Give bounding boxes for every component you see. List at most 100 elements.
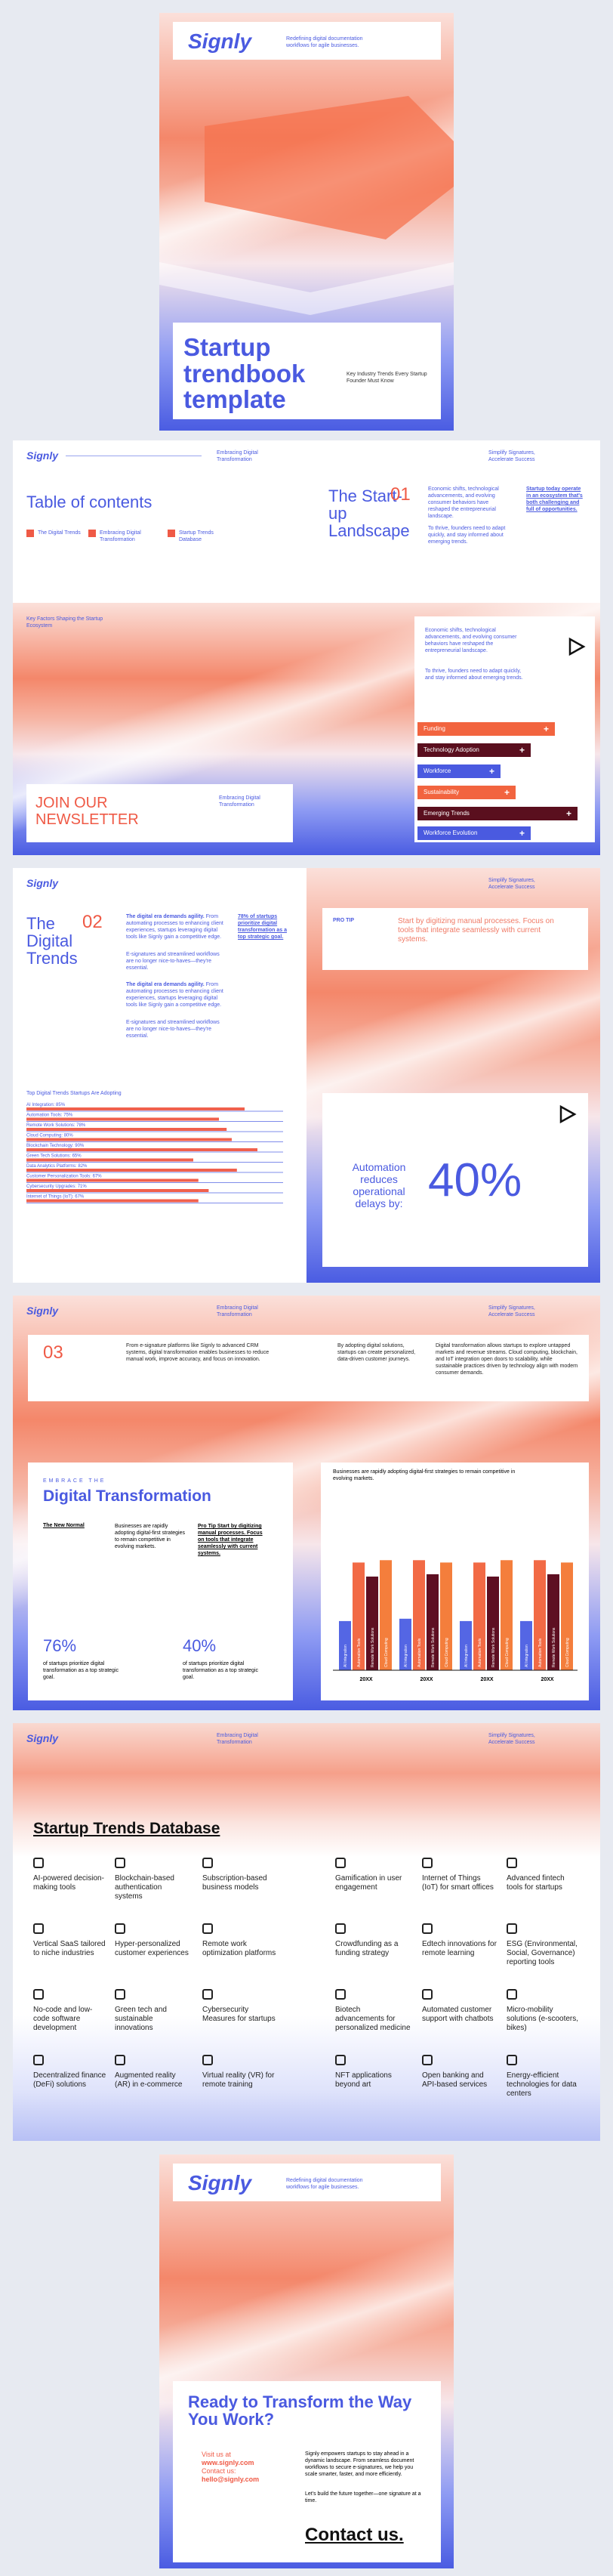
database-item: Open banking and API-based services [422,2071,488,2089]
database-item: Edtech innovations for remote learning [422,1940,497,1957]
series-label: Cloud Computing [445,1638,449,1667]
back-body: Signly empowers startups to stay ahead i… [305,2451,414,2477]
database-icon [202,1858,213,1868]
database-item: Vertical SaaS tailored to niche industri… [33,1940,106,1957]
database-icon [335,1923,346,1934]
toc-item: Embracing Digital Transformation [100,530,141,542]
bar [26,1178,199,1182]
database-icon [115,2055,125,2065]
bar [440,1562,452,1670]
database-item: Subscription-based business models [202,1874,267,1892]
series-label: AI Integration [343,1645,348,1667]
landscape-link: Startup today operate in an ecosystem th… [526,486,583,512]
database-icon [335,2055,346,2065]
bar [473,1562,485,1670]
play-icon [559,1104,577,1124]
lead: The digital era demands agility. [126,914,205,919]
stat-value: 40% [428,1154,522,1206]
play-triangle [559,1104,577,1124]
cover-subtitle: Key Industry Trends Every Startup Founde… [347,372,427,384]
stat-value: 76% [43,1636,77,1655]
series-label: AI Integration [404,1645,408,1667]
database-title: Startup Trends Database [33,1820,220,1837]
factor-button[interactable]: Funding + [417,722,555,736]
factor-button[interactable]: Technology Adoption + [417,743,531,757]
tagline: Redefining digital documentation workflo… [286,2178,363,2190]
plus: + [565,808,571,819]
bar-label: Customer Personalization Tools: 67% [26,1175,102,1179]
database-item: Hyper-personalized customer experiences [115,1940,189,1957]
series-label: Remote Work Solutions [431,1627,436,1667]
header-right: Simplify Signatures, Accelerate Success [488,1305,535,1317]
database-item: Automated customer support with chatbots [422,2006,494,2023]
header-center: Embracing Digital Transformation [217,1733,258,1745]
plus: + [543,724,549,734]
database-icon [115,1989,125,2000]
database-icon [507,1923,517,1934]
cover-art [159,96,454,315]
section-number: 03 [43,1342,63,1363]
database-icon [33,2055,44,2065]
pro-tip-label: PRO TIP [333,918,355,923]
database-item: Gamification in user engagement [335,1874,402,1892]
toc-icon [26,530,34,537]
toc-title: Table of contents [26,493,152,511]
bar [26,1117,219,1121]
database-item: Virtual reality (VR) for remote training [202,2071,275,2089]
contact-cta[interactable]: Contact us. [305,2525,404,2545]
bar [26,1199,199,1203]
back-closing: Let's build the future together—one sign… [305,2491,421,2503]
bar-label: Cloud Computing: 80% [26,1134,73,1138]
play-triangle [568,637,586,656]
factor-button[interactable]: Workforce + [417,764,501,778]
spread-digital-trends: Signly Simplify Signatures, Accelerate S… [13,868,600,1283]
database-item: Green tech and sustainable innovations [115,2006,167,2032]
toc-icon [168,530,175,537]
key-factors-heading: Key Factors Shaping the Startup Ecosyste… [26,616,103,629]
factors-text: To thrive, founders need to adapt quickl… [425,669,523,681]
landscape-text: Economic shifts, technological advanceme… [428,486,499,519]
bar [26,1107,245,1110]
header-right: Simplify Signatures, Accelerate Success [488,878,535,890]
logo: Signly [188,29,252,53]
header-right: Simplify Signatures, Accelerate Success [488,1733,535,1745]
bar-label: Internet of Things (IoT): 67% [26,1195,85,1200]
header-center: Embracing Digital Transformation [217,450,258,462]
database-item: ESG (Environmental, Social, Governance) … [507,1940,578,1966]
chevron [205,96,454,239]
tagline: Redefining digital documentation workflo… [286,36,363,48]
database-icon [422,1989,433,2000]
database-icon [202,2055,213,2065]
factor-button[interactable]: Workforce Evolution + [417,826,531,840]
bar [561,1562,573,1670]
series-label: Automation Tools [538,1638,543,1667]
database-item: Augmented reality (AR) in e-commerce [115,2071,183,2089]
cover-title: Startup trendbook template [183,333,306,414]
database-item: Micro-mobility solutions (e-scooters, bi… [507,2006,579,2032]
bar [501,1560,513,1670]
key-factors-box: Economic shifts, technological advanceme… [414,616,595,842]
database-icon [202,1923,213,1934]
plus: + [488,766,494,777]
bar-label: Cybersecurity Upgrades: 71% [26,1185,87,1189]
factor-button[interactable]: Emerging Trends + [417,807,578,820]
plus: + [504,787,510,798]
bar [26,1189,209,1192]
database-icon [507,1989,517,2000]
factor-button[interactable]: Sustainability + [417,786,516,799]
bar [460,1620,472,1670]
newsletter-note: Embracing Digital Transformation [219,795,260,808]
newsletter-title: JOIN OUR NEWSLETTER [35,795,139,828]
database-icon [33,1858,44,1868]
col-text: From e-signature platforms like Signly t… [126,1343,270,1362]
logo: Signly [26,1305,59,1317]
bar [353,1562,365,1670]
series-label: AI Integration [464,1645,469,1667]
kicker: EMBRACE THE [43,1478,106,1484]
database-item: AI-powered decision-making tools [33,1874,104,1892]
series-label: Remote Work Solutions [491,1627,496,1667]
bar [413,1560,425,1670]
header-right: Simplify Signatures, Accelerate Success [488,450,535,462]
trends-text: The digital era demands agility. From au… [126,981,228,1008]
bar [399,1618,411,1670]
